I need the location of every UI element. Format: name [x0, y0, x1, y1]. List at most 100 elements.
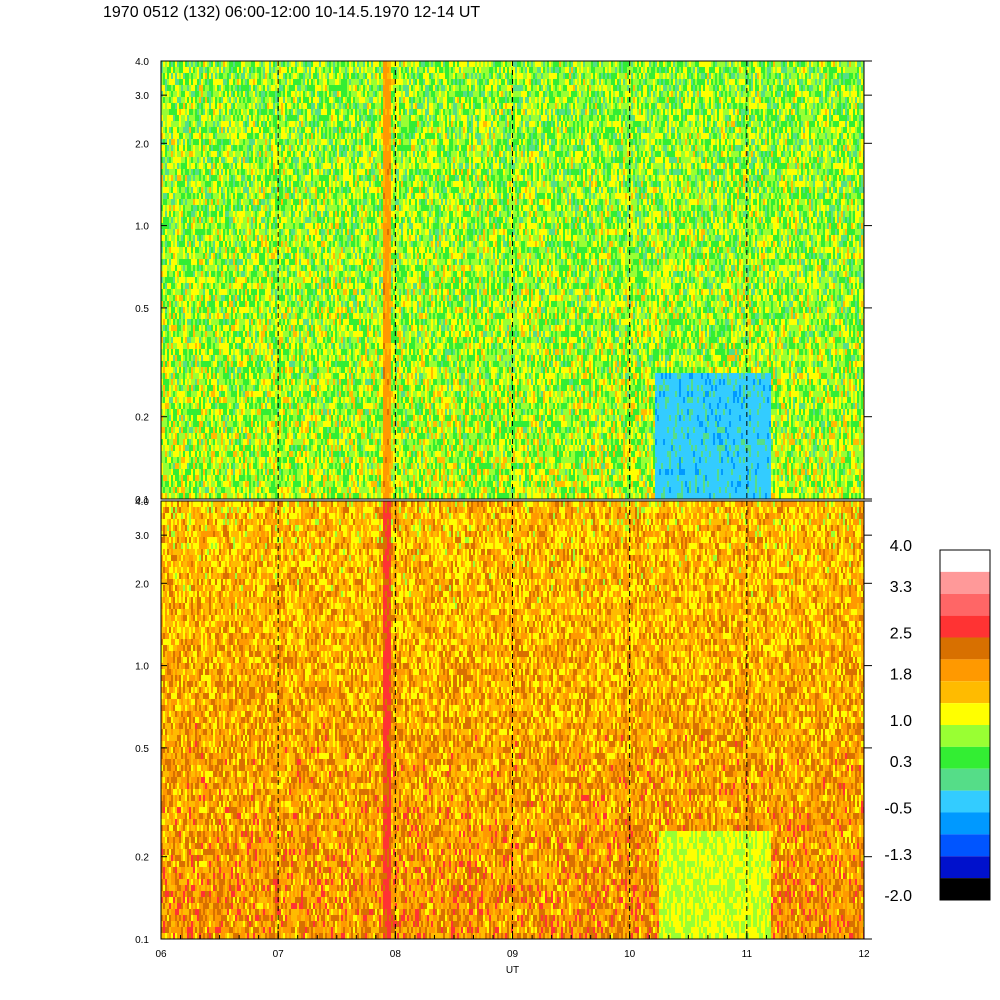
heat-cell: [255, 445, 257, 451]
heat-cell: [229, 433, 231, 439]
heat-cell: [183, 145, 185, 151]
heat-cell: [245, 211, 247, 217]
heat-cell: [269, 355, 271, 361]
heat-cell: [199, 313, 201, 319]
heat-cell: [171, 253, 173, 259]
heat-cell: [243, 91, 245, 97]
heat-cell: [255, 265, 257, 271]
heat-cell: [261, 415, 263, 421]
heat-cell: [207, 223, 209, 229]
heat-cell: [253, 361, 255, 367]
heat-cell: [241, 391, 243, 397]
heat-cell: [251, 145, 253, 151]
heat-cell: [219, 349, 221, 355]
heat-cell: [175, 157, 177, 163]
heat-cell: [285, 265, 287, 271]
heat-cell: [257, 139, 259, 145]
heat-cell: [281, 91, 283, 97]
heat-cell: [227, 475, 229, 481]
heat-cell: [293, 103, 295, 109]
heat-cell: [201, 241, 203, 247]
heat-cell: [183, 343, 185, 349]
heat-cell: [167, 175, 169, 181]
heat-cell: [271, 163, 273, 169]
heat-cell: [275, 259, 277, 265]
heat-cell: [225, 133, 227, 139]
heat-cell: [289, 181, 291, 187]
heat-cell: [241, 337, 243, 343]
heat-cell: [197, 85, 199, 91]
heat-cell: [177, 451, 179, 457]
heat-cell: [173, 349, 175, 355]
heat-cell: [205, 349, 207, 355]
heat-cell: [237, 109, 239, 115]
heat-cell: [243, 349, 245, 355]
heat-cell: [263, 79, 265, 85]
heat-cell: [171, 475, 173, 481]
heat-cell: [225, 169, 227, 175]
heat-cell: [227, 457, 229, 463]
heat-cell: [271, 157, 273, 163]
heat-cell: [181, 331, 183, 337]
heat-cell: [261, 385, 263, 391]
heat-cell: [261, 133, 263, 139]
heat-cell: [169, 337, 171, 343]
heat-cell: [233, 397, 235, 403]
heat-cell: [293, 67, 295, 73]
heat-cell: [213, 283, 215, 289]
heat-cell: [269, 421, 271, 427]
heat-cell: [211, 385, 213, 391]
heat-cell: [241, 127, 243, 133]
heat-cell: [219, 97, 221, 103]
heat-cell: [163, 451, 165, 457]
heat-cell: [271, 145, 273, 151]
heat-cell: [179, 403, 181, 409]
heat-cell: [179, 205, 181, 211]
heat-cell: [239, 313, 241, 319]
heat-cell: [271, 343, 273, 349]
heat-cell: [237, 97, 239, 103]
heat-cell: [283, 163, 285, 169]
heat-cell: [167, 319, 169, 325]
heat-cell: [217, 79, 219, 85]
heat-cell: [265, 253, 267, 259]
heat-cell: [295, 79, 297, 85]
heat-cell: [193, 469, 195, 475]
heat-cell: [217, 151, 219, 157]
heat-cell: [181, 493, 183, 499]
heat-cell: [229, 301, 231, 307]
heat-cell: [247, 121, 249, 127]
heat-cell: [203, 133, 205, 139]
heat-cell: [273, 421, 275, 427]
heat-cell: [271, 175, 273, 181]
heat-cell: [253, 121, 255, 127]
heat-cell: [167, 205, 169, 211]
heat-cell: [207, 415, 209, 421]
heat-cell: [169, 73, 171, 79]
heat-cell: [203, 325, 205, 331]
heat-cell: [187, 169, 189, 175]
heat-cell: [227, 253, 229, 259]
heat-cell: [257, 181, 259, 187]
heat-cell: [175, 115, 177, 121]
heat-cell: [225, 463, 227, 469]
heat-cell: [195, 415, 197, 421]
heat-cell: [235, 397, 237, 403]
heat-cell: [213, 115, 215, 121]
heat-cell: [269, 127, 271, 133]
heat-cell: [293, 403, 295, 409]
heat-cell: [271, 481, 273, 487]
heat-cell: [255, 373, 257, 379]
heat-cell: [193, 355, 195, 361]
heat-cell: [165, 79, 167, 85]
heat-cell: [223, 331, 225, 337]
heat-cell: [223, 61, 225, 67]
heat-cell: [217, 277, 219, 283]
heat-cell: [287, 391, 289, 397]
heat-cell: [251, 391, 253, 397]
heat-cell: [175, 355, 177, 361]
heat-cell: [183, 493, 185, 499]
heat-cell: [241, 313, 243, 319]
heat-cell: [285, 451, 287, 457]
heat-cell: [291, 133, 293, 139]
